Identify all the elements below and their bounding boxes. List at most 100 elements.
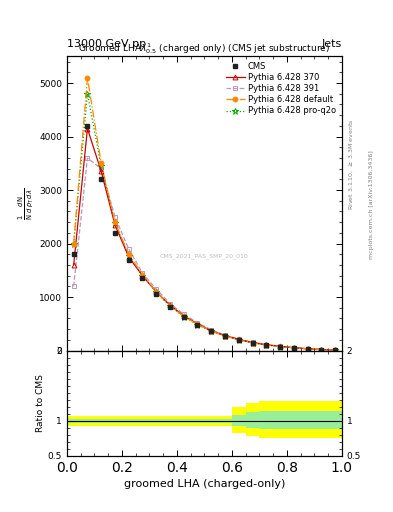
Pythia 6.428 370 xyxy=(250,339,255,346)
Pythia 6.428 pro-q2o xyxy=(237,337,241,343)
Pythia 6.428 default xyxy=(222,333,227,339)
Pythia 6.428 370 xyxy=(99,168,104,175)
Text: mcplots.cern.ch [arXiv:1306.3436]: mcplots.cern.ch [arXiv:1306.3436] xyxy=(369,151,374,259)
Pythia 6.428 391 xyxy=(237,336,241,342)
Pythia 6.428 370 xyxy=(292,345,296,351)
Pythia 6.428 391 xyxy=(85,155,90,161)
Line: Pythia 6.428 370: Pythia 6.428 370 xyxy=(71,126,338,352)
Pythia 6.428 391 xyxy=(319,347,324,353)
Pythia 6.428 370 xyxy=(222,332,227,338)
Text: Rivet 3.1.10, $\geq$ 3.3M events: Rivet 3.1.10, $\geq$ 3.3M events xyxy=(348,118,356,209)
Pythia 6.428 default xyxy=(99,160,104,166)
X-axis label: groomed LHA (charged-only): groomed LHA (charged-only) xyxy=(124,479,285,489)
Pythia 6.428 391 xyxy=(195,319,200,326)
Pythia 6.428 370 xyxy=(127,254,131,260)
Pythia 6.428 370 xyxy=(319,347,324,353)
Pythia 6.428 370 xyxy=(333,347,338,353)
Line: Pythia 6.428 default: Pythia 6.428 default xyxy=(71,75,338,352)
CMS xyxy=(99,176,104,182)
Pythia 6.428 370 xyxy=(72,262,76,268)
Pythia 6.428 391 xyxy=(168,301,173,307)
Pythia 6.428 391 xyxy=(99,165,104,172)
Pythia 6.428 391 xyxy=(222,332,227,338)
Pythia 6.428 default xyxy=(127,251,131,258)
Text: 13000 GeV pp: 13000 GeV pp xyxy=(67,38,146,49)
Pythia 6.428 default xyxy=(305,346,310,352)
Pythia 6.428 pro-q2o xyxy=(168,303,173,309)
Pythia 6.428 pro-q2o xyxy=(305,346,310,352)
Pythia 6.428 370 xyxy=(237,336,241,343)
CMS xyxy=(250,340,255,346)
Pythia 6.428 default xyxy=(333,347,338,353)
Pythia 6.428 391 xyxy=(209,327,214,333)
Title: Groomed LHA$\lambda^{1}_{0.5}$ (charged only) (CMS jet substructure): Groomed LHA$\lambda^{1}_{0.5}$ (charged … xyxy=(78,41,331,56)
Pythia 6.428 391 xyxy=(278,343,283,349)
Pythia 6.428 pro-q2o xyxy=(140,272,145,279)
Pythia 6.428 default xyxy=(195,322,200,328)
Pythia 6.428 pro-q2o xyxy=(333,347,338,353)
Pythia 6.428 default xyxy=(278,344,283,350)
Pythia 6.428 pro-q2o xyxy=(195,322,200,328)
Pythia 6.428 391 xyxy=(113,214,118,220)
CMS xyxy=(168,304,173,310)
Pythia 6.428 default xyxy=(292,345,296,351)
Pythia 6.428 default xyxy=(168,303,173,309)
CMS xyxy=(72,251,76,258)
Pythia 6.428 default xyxy=(237,337,241,343)
Text: Jets: Jets xyxy=(321,38,342,49)
Pythia 6.428 default xyxy=(319,347,324,353)
Pythia 6.428 391 xyxy=(305,346,310,352)
Pythia 6.428 370 xyxy=(209,328,214,334)
CMS xyxy=(319,347,324,353)
CMS xyxy=(305,346,310,352)
CMS xyxy=(127,257,131,263)
Pythia 6.428 370 xyxy=(140,272,145,279)
Pythia 6.428 370 xyxy=(154,289,159,295)
Line: Pythia 6.428 391: Pythia 6.428 391 xyxy=(71,156,338,352)
Legend: CMS, Pythia 6.428 370, Pythia 6.428 391, Pythia 6.428 default, Pythia 6.428 pro-: CMS, Pythia 6.428 370, Pythia 6.428 391,… xyxy=(225,60,338,117)
Pythia 6.428 pro-q2o xyxy=(250,340,255,346)
Line: Pythia 6.428 pro-q2o: Pythia 6.428 pro-q2o xyxy=(71,91,338,353)
Pythia 6.428 pro-q2o xyxy=(264,342,269,348)
CMS xyxy=(264,342,269,348)
Pythia 6.428 370 xyxy=(85,125,90,132)
Pythia 6.428 391 xyxy=(140,270,145,276)
Pythia 6.428 391 xyxy=(72,283,76,289)
Pythia 6.428 370 xyxy=(305,346,310,352)
Y-axis label: Ratio to CMS: Ratio to CMS xyxy=(36,374,45,432)
Y-axis label: $\frac{1}{\mathrm{N}}\,\frac{d\mathrm{N}}{d\,p_T\,d\lambda}$: $\frac{1}{\mathrm{N}}\,\frac{d\mathrm{N}… xyxy=(17,187,36,220)
CMS xyxy=(209,328,214,334)
Pythia 6.428 391 xyxy=(264,342,269,348)
Pythia 6.428 default xyxy=(209,328,214,334)
Text: CMS_2021_PAS_SMP_20_010: CMS_2021_PAS_SMP_20_010 xyxy=(160,253,249,259)
Pythia 6.428 default xyxy=(140,271,145,278)
Pythia 6.428 default xyxy=(85,75,90,81)
Pythia 6.428 370 xyxy=(168,302,173,308)
Pythia 6.428 pro-q2o xyxy=(278,344,283,350)
CMS xyxy=(292,345,296,351)
Pythia 6.428 pro-q2o xyxy=(292,345,296,351)
Pythia 6.428 pro-q2o xyxy=(72,241,76,247)
Pythia 6.428 370 xyxy=(195,321,200,327)
CMS xyxy=(278,344,283,350)
Pythia 6.428 default xyxy=(264,342,269,348)
CMS xyxy=(195,322,200,328)
CMS xyxy=(85,123,90,129)
Pythia 6.428 370 xyxy=(182,313,186,319)
CMS xyxy=(154,291,159,297)
CMS xyxy=(333,347,338,353)
Pythia 6.428 pro-q2o xyxy=(113,220,118,226)
Pythia 6.428 370 xyxy=(278,343,283,349)
CMS xyxy=(113,230,118,236)
Pythia 6.428 pro-q2o xyxy=(99,163,104,169)
Pythia 6.428 default xyxy=(182,313,186,319)
Pythia 6.428 370 xyxy=(113,222,118,228)
CMS xyxy=(222,333,227,339)
CMS xyxy=(237,337,241,343)
Pythia 6.428 pro-q2o xyxy=(222,333,227,339)
Pythia 6.428 default xyxy=(250,340,255,346)
Pythia 6.428 391 xyxy=(333,347,338,353)
Pythia 6.428 default xyxy=(113,219,118,225)
Line: CMS: CMS xyxy=(71,123,338,352)
Pythia 6.428 default xyxy=(154,289,159,295)
